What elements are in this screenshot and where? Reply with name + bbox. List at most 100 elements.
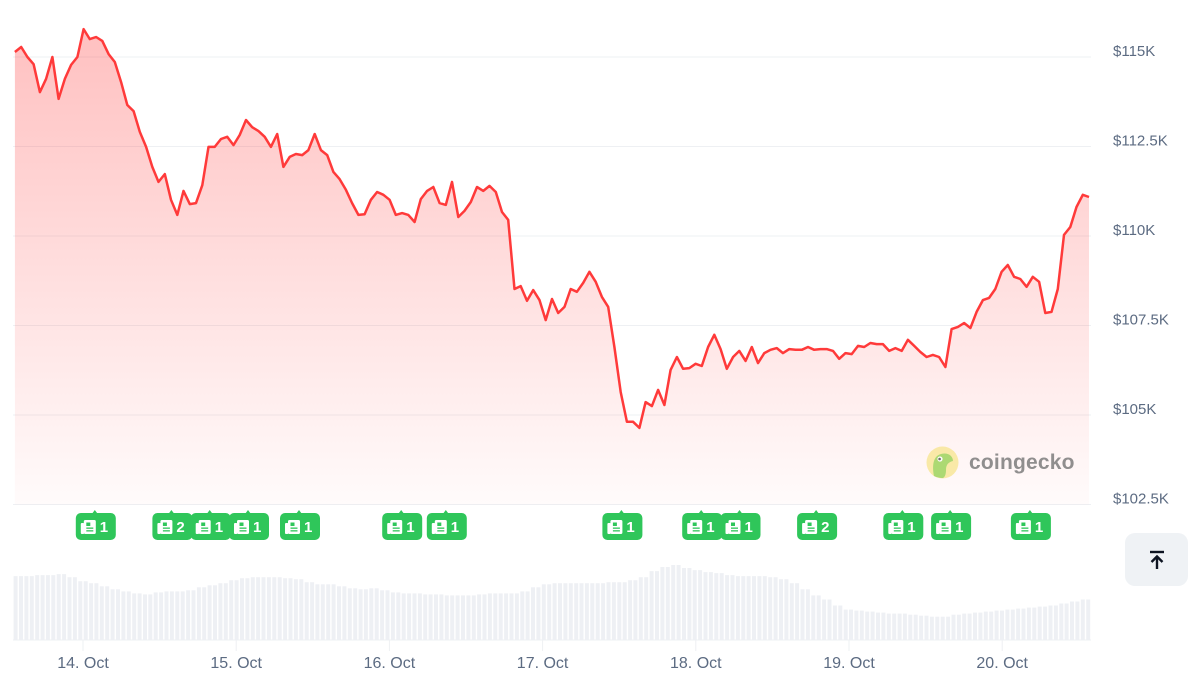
news-badge[interactable]: 1 [602,510,643,540]
news-badge[interactable]: 1 [75,510,116,540]
volume-bar [633,580,638,640]
volume-bar [973,612,977,640]
volume-bar [164,591,169,640]
news-badge[interactable]: 1 [190,510,231,540]
news-count: 1 [1035,519,1043,536]
x-tick-label: 20. Oct [976,655,1028,672]
badge-notch [947,510,954,514]
news-count: 1 [253,519,261,536]
volume-bar [412,593,417,640]
watermark-text: coingecko [969,450,1075,474]
volume-bar [859,610,864,640]
volume-bar [1059,603,1064,640]
volume-bar [563,583,568,640]
volume-bar [611,582,616,640]
volume-bar [288,578,293,640]
volume-bar [789,583,794,640]
news-count: 1 [745,519,753,536]
news-badge[interactable]: 1 [682,510,723,540]
news-badge[interactable]: 1 [931,510,972,540]
scroll-to-top-button[interactable] [1125,533,1188,586]
volume-bar [628,580,633,640]
volume-bar [644,577,649,640]
news-count: 2 [821,519,829,536]
volume-bar [229,580,234,640]
volume-bar [380,590,385,640]
volume-bar [752,576,756,640]
y-tick-label: $107.5K [1113,312,1169,329]
volume-bar [671,565,676,640]
volume-bar [175,591,180,640]
volume-bar [121,591,126,640]
badge-notch [899,510,906,514]
volume-bar [574,583,579,640]
volume-bar [19,576,23,640]
volume-bar [99,586,104,640]
volume-bar [730,575,735,640]
volume-bar [741,576,746,640]
volume-bar [256,577,261,640]
volume-bar [762,576,767,640]
volume-bar [78,581,83,640]
volume-bar [461,595,465,640]
news-badge[interactable]: 1 [883,510,924,540]
volume-bar [967,613,972,640]
news-count: 1 [955,519,963,536]
volume-bar [143,594,147,640]
volume-bar [434,594,438,640]
y-tick-label: $105K [1113,401,1156,418]
volume-bar [779,579,783,640]
newspaper-icon [936,520,952,534]
volume-bar [482,594,487,640]
news-count: 1 [706,519,714,536]
volume-bar [186,590,191,640]
volume-bar [266,577,271,640]
volume-bar [665,567,670,640]
news-badge[interactable]: 2 [797,510,838,540]
volume-bar [838,605,843,640]
price-line [14,27,1090,430]
news-badge[interactable]: 1 [720,510,761,540]
volume-bar [218,583,223,640]
news-badge[interactable]: 1 [426,510,467,540]
volume-bar [703,572,708,640]
volume-bar [374,588,379,640]
news-badge[interactable]: 1 [382,510,423,540]
news-badge[interactable]: 1 [229,510,269,540]
volume-bar [854,610,859,640]
badge-notch [618,510,625,514]
volume-bar [849,609,853,640]
newspaper-icon [888,520,904,534]
volume-bar [369,588,374,640]
y-tick-label: $110K [1113,222,1155,239]
volume-bar [493,593,498,640]
news-badge[interactable]: 1 [280,510,320,540]
volume-bar [584,583,589,640]
volume-bar [223,583,228,640]
volume-bar [595,583,600,640]
volume-bar [520,591,525,640]
volume-bar [310,582,315,640]
y-axis: $115K $112.5K $110K $107.5K $105K $102.5K [1113,43,1169,508]
volume-bar [913,614,918,640]
volume-bar [660,567,665,640]
volume-bar [946,616,951,640]
volume-bar [207,585,212,640]
volume-bar [1048,605,1053,640]
volume-bar [951,614,956,640]
news-count: 1 [215,519,223,536]
volume-bar [1032,607,1037,640]
volume-bar [622,582,627,640]
volume-bar [169,591,174,640]
x-axis: 14. Oct 15. Oct 16. Oct 17. Oct 18. Oct 19. O… [57,640,1029,672]
news-count: 1 [304,519,312,536]
news-badge[interactable]: 1 [1010,510,1051,540]
volume-bar [390,592,395,640]
news-badge[interactable]: 2 [152,510,193,540]
newspaper-icon [157,520,173,534]
coingecko-watermark: coingecko [926,446,1075,479]
volume-bar [795,583,800,640]
volume-bar [110,589,115,640]
volume-bar [827,599,832,640]
volume-bar [708,572,713,640]
